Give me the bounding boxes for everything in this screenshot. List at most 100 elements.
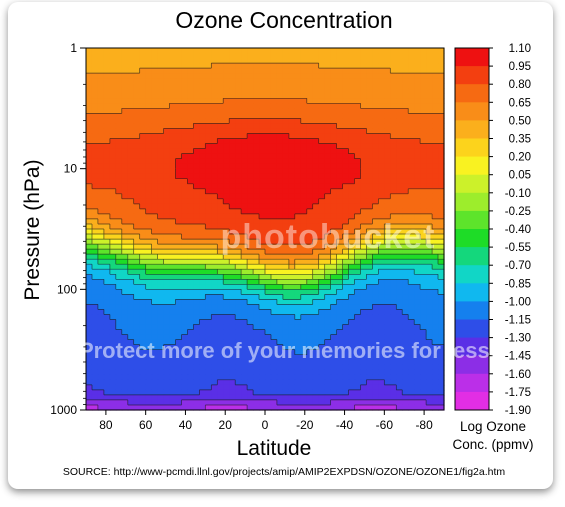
heatmap-cell (187, 379, 194, 386)
heatmap-cell (414, 223, 421, 230)
heatmap-cell (288, 389, 296, 396)
heatmap-cell (378, 324, 385, 331)
heatmap-cell (241, 213, 248, 220)
heatmap-cell (253, 53, 260, 59)
heatmap-cell (306, 148, 314, 155)
heatmap-cell (157, 374, 165, 381)
heatmap-cell (97, 279, 105, 285)
heatmap-cell (276, 334, 284, 341)
heatmap-cell (193, 339, 200, 346)
heatmap-cell (324, 168, 332, 175)
heatmap-cell (270, 123, 278, 130)
heatmap-cell (402, 163, 409, 170)
heatmap-cell (235, 153, 242, 160)
heatmap-cell (109, 93, 117, 99)
heatmap-cell (432, 324, 439, 331)
heatmap-cell (324, 229, 332, 235)
heatmap-cell (133, 384, 141, 391)
heatmap-cell (175, 389, 183, 396)
heatmap-cell (288, 239, 296, 245)
heatmap-cell (157, 53, 165, 59)
heatmap-cell (342, 404, 350, 411)
heatmap-cell (354, 284, 362, 290)
heatmap-cell (151, 143, 159, 150)
heatmap-cell (235, 294, 242, 300)
heatmap-cell (384, 404, 391, 411)
heatmap-cell (378, 309, 385, 316)
heatmap-cell (181, 223, 189, 230)
heatmap-cell (103, 399, 111, 406)
heatmap-cell (235, 279, 242, 285)
heatmap-cell (270, 259, 278, 265)
heatmap-cell (288, 384, 296, 391)
heatmap-cell (306, 379, 314, 386)
heatmap-cell (306, 299, 314, 306)
heatmap-cell (127, 344, 135, 351)
heatmap-cell (145, 239, 153, 245)
heatmap-cell (91, 404, 99, 411)
heatmap-cell (348, 339, 356, 346)
heatmap-cell (402, 113, 409, 119)
heatmap-cell (133, 138, 141, 145)
heatmap-cell (420, 234, 427, 240)
heatmap-cell (241, 344, 248, 351)
heatmap-cell (420, 324, 427, 331)
heatmap-cell (336, 103, 344, 109)
heatmap-cell (223, 404, 230, 411)
heatmap-cell (270, 158, 278, 165)
heatmap-cell (187, 98, 194, 104)
heatmap-cell (270, 344, 278, 351)
heatmap-cell (414, 48, 421, 54)
heatmap-cell (300, 359, 308, 366)
heatmap-cell (426, 334, 433, 341)
heatmap-cell (300, 264, 308, 270)
heatmap-cell (247, 354, 254, 361)
heatmap-cell (187, 239, 194, 245)
heatmap-cell (103, 389, 111, 396)
heatmap-cell (217, 264, 224, 270)
heatmap-cell (330, 404, 338, 411)
heatmap-cell (193, 143, 200, 150)
heatmap-cell (187, 183, 194, 190)
heatmap-cell (169, 339, 177, 346)
heatmap-cell (438, 274, 445, 280)
heatmap-cell (265, 223, 272, 230)
heatmap-cell (306, 239, 314, 245)
heatmap-cell (426, 58, 433, 64)
heatmap-cell (294, 153, 302, 160)
heatmap-cell (115, 324, 123, 331)
heatmap-cell (211, 68, 218, 74)
heatmap-cell (432, 284, 439, 290)
heatmap-cell (181, 213, 189, 220)
heatmap-cell (127, 153, 135, 160)
heatmap-cell (282, 249, 290, 255)
heatmap-cell (324, 249, 332, 255)
heatmap-cell (390, 148, 397, 155)
heatmap-cell (372, 98, 379, 104)
heatmap-cell (151, 309, 159, 316)
heatmap-cell (115, 128, 123, 135)
heatmap-cell (372, 188, 379, 195)
heatmap-cell (396, 78, 403, 84)
heatmap-cell (229, 349, 236, 356)
heatmap-cell (288, 188, 296, 195)
heatmap-cell (133, 264, 141, 270)
heatmap-cell (336, 309, 344, 316)
heatmap-cell (312, 63, 320, 69)
heatmap-cell (342, 399, 350, 406)
heatmap-cell (390, 58, 397, 64)
heatmap-cell (366, 279, 373, 285)
heatmap-cell (139, 244, 147, 250)
heatmap-cell (235, 324, 242, 331)
heatmap-cell (426, 53, 433, 59)
heatmap-cell (300, 389, 308, 396)
heatmap-cell (139, 48, 147, 54)
heatmap-cell (288, 63, 296, 69)
heatmap-cell (205, 193, 212, 200)
heatmap-cell (211, 53, 218, 59)
heatmap-cell (259, 354, 266, 361)
heatmap-cell (265, 208, 272, 215)
heatmap-cell (396, 339, 403, 346)
heatmap-cell (247, 218, 254, 225)
heatmap-cell (384, 103, 391, 109)
